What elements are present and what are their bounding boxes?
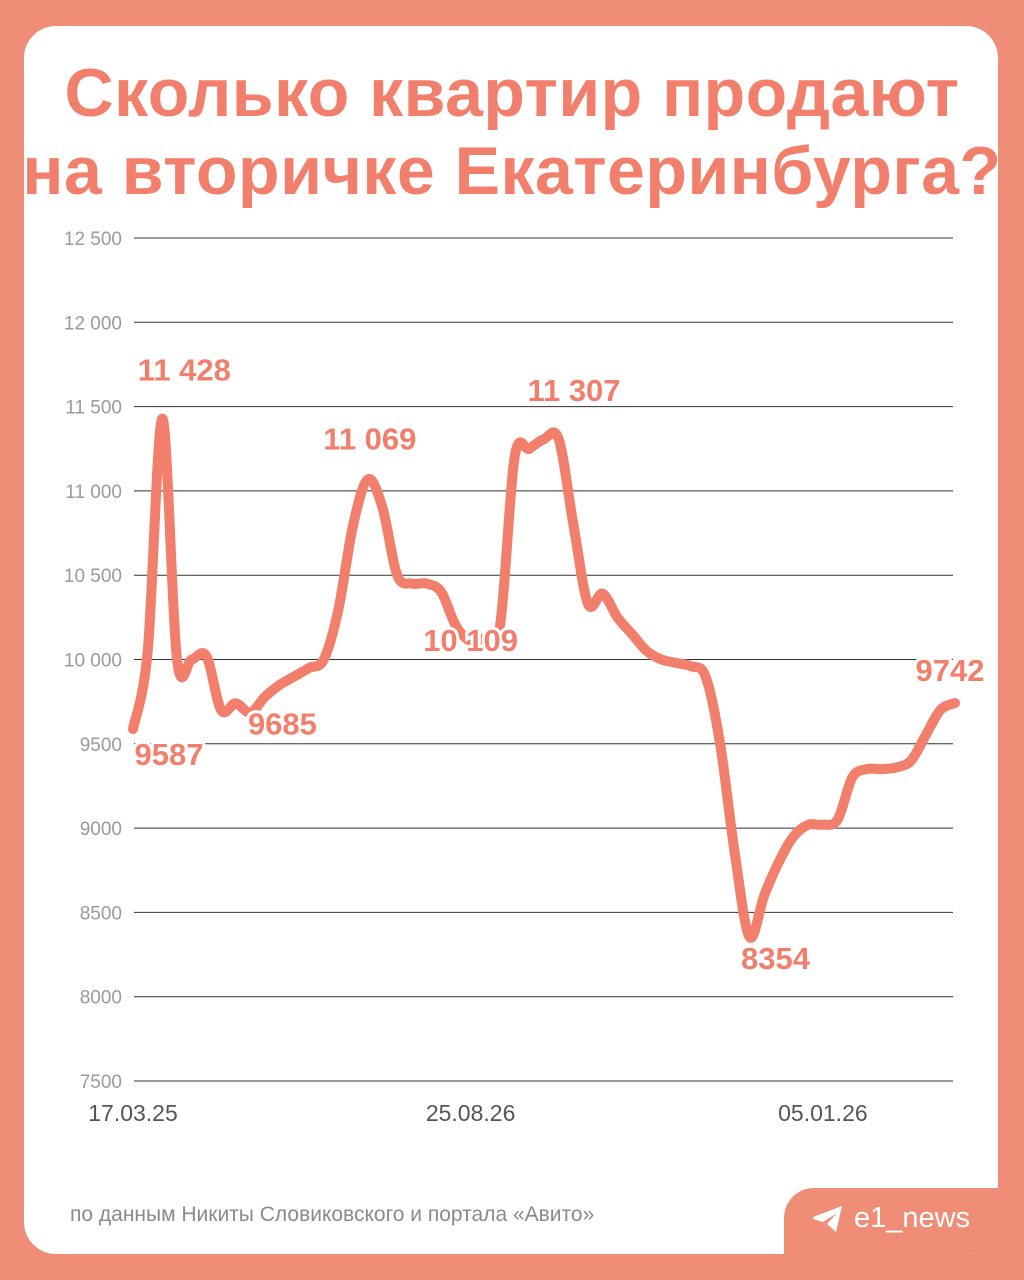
data-label-2: 9685 [248, 707, 317, 742]
chart-card [24, 26, 998, 1254]
title-line-1: Сколько квартир продают [64, 55, 960, 131]
data-label-4: 10 109 [423, 623, 518, 658]
y-tick-label-4: 10 500 [64, 566, 122, 587]
data-label-6: 8354 [741, 941, 811, 976]
data-label-3: 11 069 [323, 421, 416, 456]
y-tick-label-9: 8000 [80, 988, 122, 1009]
data-label-5: 11 307 [527, 373, 620, 408]
y-tick-label-7: 9000 [80, 819, 122, 840]
data-label-0: 9587 [135, 737, 204, 772]
y-tick-label-2: 11 500 [65, 398, 122, 419]
telegram-icon [813, 1205, 842, 1232]
y-tick-label-3: 11 000 [65, 482, 122, 503]
brand-handle: e1_news [854, 1202, 971, 1234]
x-tick-label-1: 25.08.26 [426, 1100, 516, 1126]
series-line [128, 413, 960, 943]
y-tick-label-0: 12 500 [64, 229, 122, 250]
y-tick-label-5: 10 000 [64, 651, 122, 672]
source-note: по данным Никиты Словиковского и портала… [70, 1203, 595, 1226]
title-line-2: на вторичке Екатеринбурга? [22, 133, 1002, 209]
brand-badge[interactable]: e1_news [784, 1188, 998, 1254]
page-title: Сколько квартир продают на вторичке Екат… [0, 54, 1024, 210]
y-tick-label-6: 9500 [80, 735, 122, 756]
y-tick-label-8: 8500 [80, 903, 122, 924]
data-label-7: 9742 [916, 653, 985, 688]
data-label-1: 11 428 [138, 353, 231, 388]
y-tick-label-1: 12 000 [64, 313, 122, 334]
x-tick-label-0: 17.03.25 [88, 1100, 178, 1126]
x-tick-label-2: 05.01.26 [778, 1100, 868, 1126]
y-tick-label-10: 7500 [80, 1072, 122, 1093]
